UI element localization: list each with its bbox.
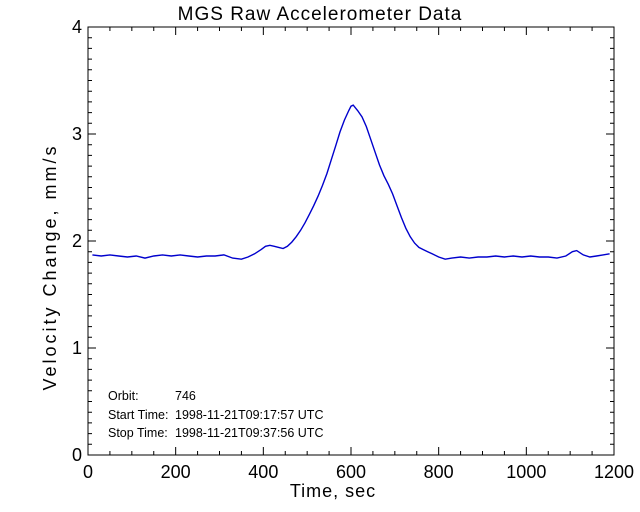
y-axis-label: Velocity Change, mm/s — [40, 143, 60, 390]
stop-time-value: 1998-11-21T09:37:56 UTC — [175, 426, 323, 440]
start-time-label: Start Time: — [108, 408, 168, 422]
start-time-value: 1998-11-21T09:17:57 UTC — [175, 408, 323, 422]
chart-title: MGS Raw Accelerometer Data — [178, 4, 463, 25]
orbit-value: 746 — [175, 389, 196, 403]
axis-tick-labels: 0 200 400 600 800 1000 1200 0 1 2 3 4 — [72, 17, 634, 482]
x-tick-label: 0 — [83, 462, 93, 482]
y-tick-label: 1 — [72, 338, 82, 358]
tick-marks — [87, 26, 615, 456]
orbit-label: Orbit: — [108, 389, 139, 403]
data-series-line — [92, 104, 610, 260]
y-tick-label: 2 — [72, 231, 82, 251]
x-tick-label: 600 — [336, 462, 366, 482]
x-tick-label: 1000 — [506, 462, 546, 482]
x-tick-label: 400 — [248, 462, 278, 482]
annotation-block: Orbit: 746 Start Time: 1998-11-21T09:17:… — [108, 389, 323, 440]
plot-frame — [87, 26, 615, 456]
x-tick-label: 800 — [424, 462, 454, 482]
x-tick-label: 1200 — [594, 462, 634, 482]
y-tick-label: 3 — [72, 124, 82, 144]
y-tick-label: 4 — [72, 17, 82, 37]
y-tick-label: 0 — [72, 445, 82, 465]
x-tick-label: 200 — [161, 462, 191, 482]
x-axis-label: Time, sec — [290, 481, 376, 501]
axis-ticks — [87, 26, 615, 456]
stop-time-label: Stop Time: — [108, 426, 168, 440]
